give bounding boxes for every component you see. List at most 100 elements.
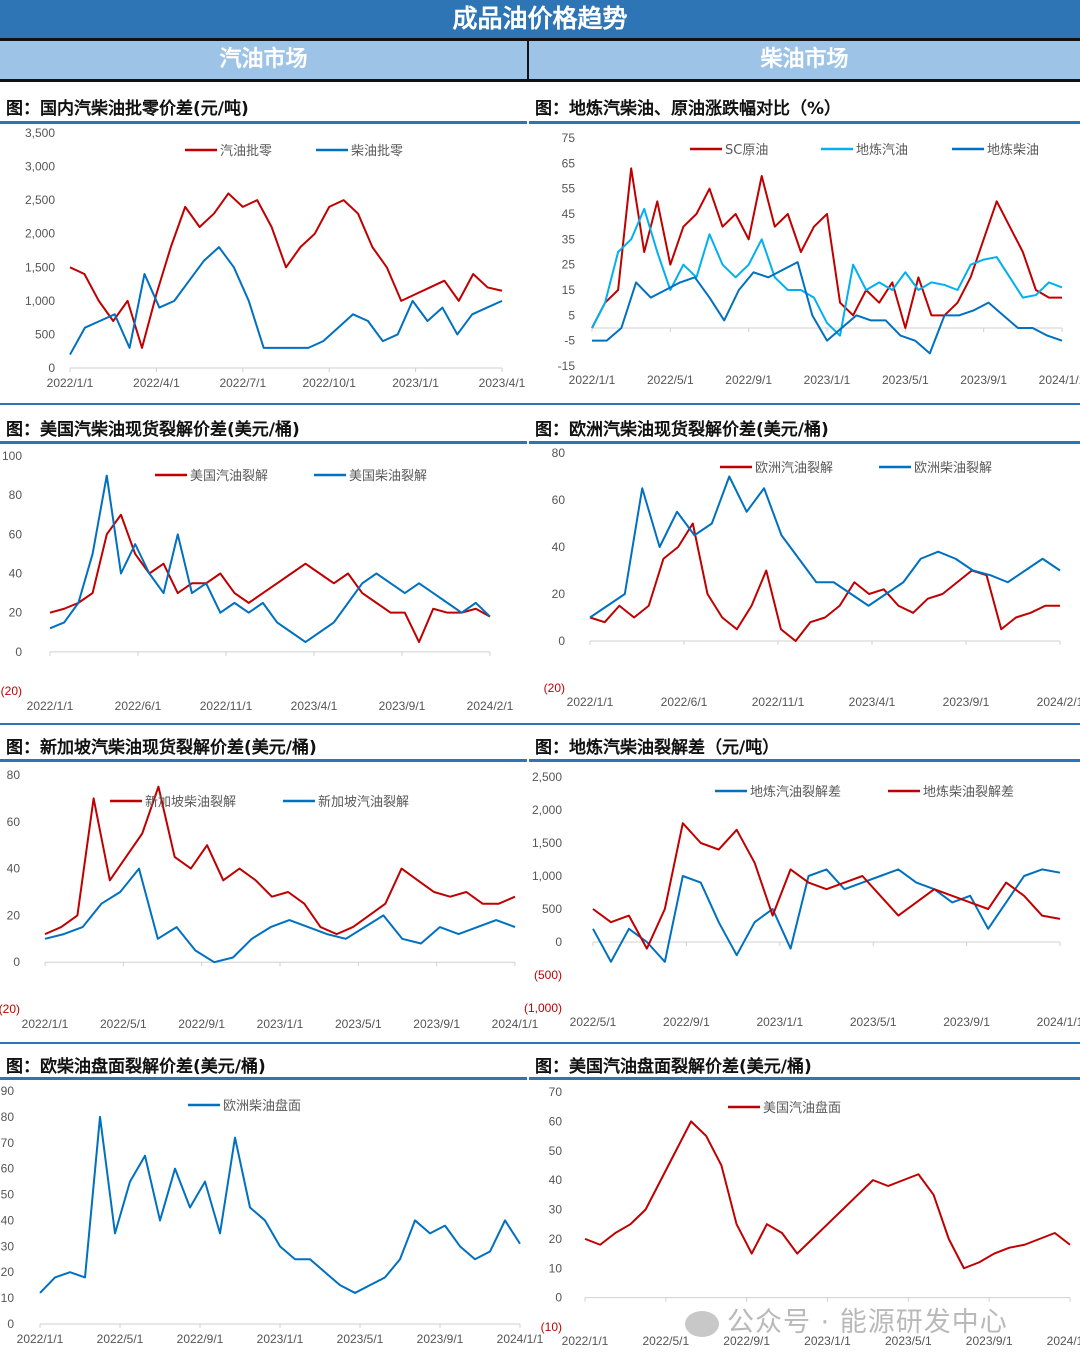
divider [0,1042,1080,1044]
divider [0,1077,527,1080]
y-tick-label: 20 [549,1232,563,1246]
series-line-汽油批零 [69,192,503,349]
y-tick-label: 80 [7,768,21,782]
y-tick-label: 10 [549,1261,563,1275]
y-tick-label: 80 [9,488,23,502]
y-tick-label: 0 [15,645,22,659]
y-tick-label: 40 [7,862,21,876]
x-tick-label: 2023/5/1 [337,1332,384,1346]
y-tick-label: 65 [562,156,576,170]
x-tick-label: 2022/5/1 [642,1334,689,1348]
chart-title: 图：欧洲汽柴油现货裂解价差(美元/桶) [535,420,829,440]
watermark: 公众号 · 能源研发中心 [685,1300,1008,1339]
y-tick-label: 55 [562,182,576,196]
section-diesel-market: 柴油市场 [529,41,1080,82]
y-tick-label: 0 [555,1291,562,1305]
x-tick-label: 2022/11/1 [752,695,805,709]
x-tick-label: 2023/1/1 [804,1334,851,1348]
x-tick-label: 2023/5/1 [850,1015,897,1029]
x-tick-label: 2023/9/1 [379,699,426,713]
divider [0,723,1080,725]
x-tick-label: 2023/1/1 [756,1015,803,1029]
y-tick-label: (20) [1,684,22,698]
y-tick-label: 40 [1,1213,15,1227]
y-tick-label: (20) [0,1002,20,1016]
x-tick-label: 2022/9/1 [178,1017,225,1031]
y-tick-label: 0 [7,1317,14,1331]
x-tick-label: 2023/9/1 [413,1017,460,1031]
x-tick-label: 2023/9/1 [943,1015,990,1029]
x-tick-label: 2022/9/1 [177,1332,224,1346]
y-tick-label: 80 [1,1110,15,1124]
divider [529,441,1080,444]
x-tick-label: 2024/2/1 [1037,695,1080,709]
chart-title: 图：美国汽油盘面裂解价差(美元/桶) [535,1057,812,1077]
x-tick-label: 2022/1/1 [17,1332,64,1346]
x-tick-label: 2023/1/1 [804,373,851,387]
divider [529,759,1080,762]
y-tick-label: 500 [35,327,55,341]
section-gasoline-market: 汽油市场 [0,41,529,82]
legend-label: 汽油批零 [220,144,272,159]
chart-title: 图：欧柴油盘面裂解价差(美元/桶) [6,1057,266,1077]
x-tick-label: 2022/11/1 [200,699,253,713]
y-tick-label: 40 [549,1173,563,1187]
y-tick-label: (20) [544,681,565,695]
legend-label: 欧洲汽油裂解 [755,461,833,476]
legend-label: 欧洲柴油裂解 [914,461,992,476]
y-tick-label: 50 [1,1188,15,1202]
y-tick-label: 2,000 [532,803,562,817]
x-tick-label: 2023/5/1 [882,373,929,387]
y-tick-label: 20 [1,1265,15,1279]
chart-title: 图：美国汽柴油现货裂解价差(美元/桶) [6,420,300,440]
y-tick-label: 30 [549,1203,563,1217]
y-tick-label: 15 [562,283,576,297]
y-tick-label: 60 [9,527,23,541]
y-tick-label: 20 [7,908,21,922]
series-line-地炼汽油裂解差 [592,868,1061,963]
y-tick-label: 1,000 [25,294,55,308]
y-tick-label: 75 [562,131,576,145]
x-tick-label: 2023/5/1 [885,1334,932,1348]
x-tick-label: 2022/1/1 [567,695,614,709]
series-line-地炼柴油 [592,261,1063,355]
divider [529,121,1080,124]
x-tick-label: 2022/5/1 [570,1015,617,1029]
series-line-美国汽油裂解 [49,513,491,644]
x-tick-label: 2022/5/1 [647,373,694,387]
series-line-SC原油 [591,167,1062,329]
x-tick-label: 2023/9/1 [417,1332,464,1346]
y-tick-label: -5 [564,334,575,348]
y-tick-label: 90 [1,1084,15,1098]
series-line-欧洲柴油盘面 [39,1115,521,1294]
series-line-柴油批零 [69,246,503,356]
x-tick-label: 2023/9/1 [943,695,990,709]
x-tick-label: 2022/1/1 [22,1017,69,1031]
y-tick-label: 20 [9,606,23,620]
legend-label: 美国汽油盘面 [763,1100,841,1116]
y-tick-label: 40 [9,567,23,581]
x-tick-label: 2022/1/1 [569,373,616,387]
x-tick-label: 2022/1/1 [27,699,74,713]
divider [0,759,527,762]
y-tick-label: 60 [552,493,566,507]
y-tick-label: 70 [549,1085,563,1099]
y-tick-label: 2,500 [532,770,562,784]
y-tick-label: 1,500 [532,836,562,850]
legend-label: 美国柴油裂解 [349,469,427,484]
y-tick-label: 35 [562,232,576,246]
x-tick-label: 2023/5/1 [335,1017,382,1031]
x-tick-label: 2022/5/1 [97,1332,144,1346]
chart-title: 图：地炼汽柴油裂解差（元/吨） [535,738,780,758]
y-tick-label: 1,000 [532,869,562,883]
x-tick-label: 2023/4/1 [849,695,896,709]
x-tick-label: 2024/1/1 [1047,1334,1080,1348]
x-tick-label: 2022/9/1 [723,1334,770,1348]
x-tick-label: 2024/1/1 [492,1017,539,1031]
legend-label: 柴油批零 [351,144,403,159]
y-tick-label: 40 [552,540,566,554]
x-tick-label: 2022/9/1 [725,373,772,387]
y-tick-label: (500) [534,968,562,982]
y-tick-label: 60 [1,1162,15,1176]
